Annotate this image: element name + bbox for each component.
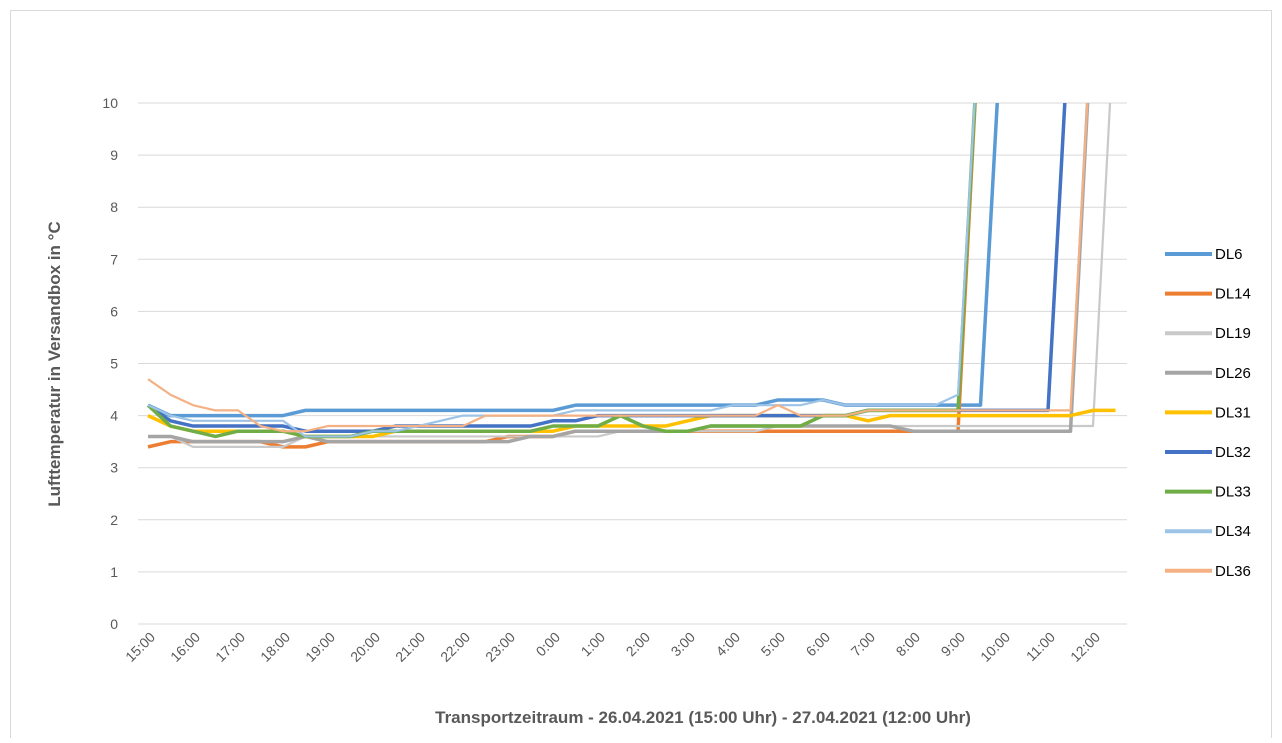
- y-tick-label: 7: [110, 251, 118, 267]
- y-tick-label: 8: [110, 199, 118, 215]
- x-axis-title: Transportzeitraum - 26.04.2021 (15:00 Uh…: [435, 708, 971, 727]
- y-tick-label: 1: [110, 564, 118, 580]
- grid: [138, 102, 1127, 625]
- y-tick-label: 6: [110, 303, 118, 319]
- chart-frame: [10, 10, 1272, 743]
- y-axis-title: Lufttemperatur in Versandbox in °C: [45, 221, 64, 506]
- y-tick-label: 9: [110, 147, 118, 163]
- y-tick-label: 5: [110, 356, 118, 372]
- y-tick-label: 3: [110, 460, 118, 476]
- y-tick-label: 0: [110, 616, 118, 632]
- legend-label: DL36: [1215, 563, 1251, 580]
- legend-label: DL26: [1215, 365, 1251, 382]
- series-line: [147, 103, 1089, 433]
- legend-label: DL6: [1215, 246, 1243, 263]
- plot-lines: [146, 103, 1116, 449]
- legend-label: DL32: [1215, 444, 1251, 461]
- legend-label: DL14: [1215, 286, 1251, 303]
- legend-label: DL33: [1215, 484, 1251, 501]
- legend-label: DL19: [1215, 325, 1251, 342]
- y-tick-label: 2: [110, 512, 118, 528]
- legend-label: DL31: [1215, 404, 1251, 421]
- series-line: [147, 103, 976, 438]
- y-tick-label: 4: [110, 408, 118, 424]
- y-tick-label: 10: [102, 95, 118, 111]
- legend-label: DL34: [1215, 523, 1251, 540]
